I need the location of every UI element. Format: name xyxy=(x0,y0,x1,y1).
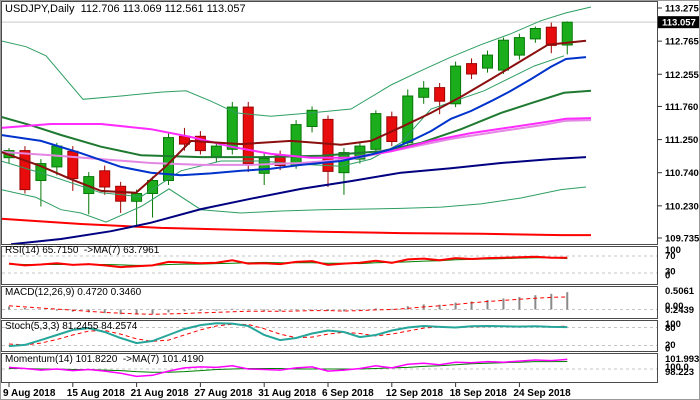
x-axis-label: 27 Aug 2018 xyxy=(194,388,252,399)
y-axis-label: 110.740 xyxy=(665,168,699,179)
overlay-ma-violet xyxy=(1,119,592,166)
macd-histogram xyxy=(8,292,569,315)
stochastic-scale-label: 80 xyxy=(665,323,676,334)
candle-body xyxy=(418,87,430,98)
x-axis-label: 9 Aug 2018 xyxy=(3,388,56,399)
x-axis-label: 6 Sep 2018 xyxy=(322,388,374,399)
y-axis-label: 111.250 xyxy=(665,135,698,146)
rsi-scale-label: 30 xyxy=(665,267,676,278)
current-price-tag xyxy=(658,16,699,29)
candle-body xyxy=(513,37,525,56)
candle-body xyxy=(370,113,382,150)
rsi-scale-label: 100 xyxy=(665,245,681,256)
candle-body xyxy=(322,118,334,172)
stochastic-scale-label: 100 xyxy=(665,319,681,330)
stoch-main xyxy=(8,322,568,348)
momentum-main xyxy=(8,358,568,378)
candle-body xyxy=(147,180,159,194)
main-plot-border xyxy=(1,1,658,245)
candle-body xyxy=(194,135,206,152)
macd-scale-label: 0.2439 xyxy=(665,305,694,316)
candle-body xyxy=(99,170,111,188)
overlay-bollinger-upper-band xyxy=(1,6,592,117)
candle-body xyxy=(242,106,254,165)
momentum-panel-border xyxy=(1,353,658,383)
y-axis-label: 109.735 xyxy=(665,234,700,245)
y-axis-label: 112.255 xyxy=(665,70,700,81)
overlay-ma-magenta xyxy=(1,117,592,159)
candle-body xyxy=(482,54,493,69)
momentum-scale-label: 100.0 xyxy=(665,362,689,373)
x-axis-label: 18 Sep 2018 xyxy=(450,388,508,399)
y-axis-label: 112.765 xyxy=(665,37,700,48)
overlay-ma-thin-green-fast xyxy=(1,55,565,198)
x-axis-label: 24 Sep 2018 xyxy=(513,388,571,399)
overlay-ma-navy-long xyxy=(10,156,587,246)
candle-body xyxy=(131,193,143,202)
candle-body xyxy=(258,157,270,174)
candle-body xyxy=(338,152,350,174)
overlay-ma-blue xyxy=(1,56,587,177)
overlay-ma-dark-green xyxy=(1,89,592,159)
candle-body xyxy=(450,65,462,105)
y-axis-label: 113.275 xyxy=(665,4,700,15)
y-axis-label: 111.760 xyxy=(665,102,698,113)
x-axis-label: 12 Sep 2018 xyxy=(386,388,444,399)
x-axis-label: 15 Aug 2018 xyxy=(67,388,125,399)
rsi-main xyxy=(8,255,568,269)
macd-scale-label: 0.5061 xyxy=(665,286,695,297)
candle-body xyxy=(561,21,573,46)
overlay-ma-red-slow xyxy=(1,217,591,237)
candle-body xyxy=(115,185,127,202)
candle-body xyxy=(19,150,31,191)
overlay-ma-maroon-fast xyxy=(1,39,587,194)
time-axis: 9 Aug 2018 15 Aug 2018 21 Aug 2018 27 Aug 2… xyxy=(3,383,571,399)
candle-body xyxy=(35,163,47,182)
panel-macd[interactable]: 0.5061 0.000.2439 xyxy=(1,286,695,319)
stochastic-panel-border xyxy=(1,320,658,352)
candle-body xyxy=(210,145,222,158)
candle-body xyxy=(545,26,557,46)
momentum-scale-label: 101.9933 xyxy=(665,354,700,365)
x-axis-label: 21 Aug 2018 xyxy=(131,388,189,399)
macd-panel-border xyxy=(1,286,658,319)
stochastic-scale-label: 0 xyxy=(665,344,670,355)
candle-body xyxy=(434,87,446,102)
macd-scale-label: 0.00 xyxy=(665,301,684,312)
current-price-tag-text: 113.057 xyxy=(662,18,696,29)
panel-momentum[interactable]: 101.9933100.098.223 xyxy=(1,353,700,383)
candle-body xyxy=(529,28,541,40)
price-axis: 113.275 112.765 112.255 111.760 111.250 110.7… xyxy=(657,4,700,245)
x-axis-label: 31 Aug 2018 xyxy=(258,388,316,399)
stochastic-scale-label: 20 xyxy=(665,340,676,351)
candle-body xyxy=(497,39,509,71)
overlay-bollinger-lower-band xyxy=(1,186,587,223)
macd-signal xyxy=(8,296,568,315)
candle-body xyxy=(67,150,79,180)
rsi-scale-label: 0 xyxy=(665,271,670,282)
y-axis-label: 110.230 xyxy=(665,201,699,212)
candle-body xyxy=(226,106,238,150)
candle-body xyxy=(466,63,478,75)
momentum-scale-label: 98.223 xyxy=(665,367,694,378)
candle-body xyxy=(306,109,318,128)
candle-body xyxy=(290,124,302,166)
rsi-scale-label: 70 xyxy=(665,251,676,262)
rsi-panel-border xyxy=(1,246,658,285)
